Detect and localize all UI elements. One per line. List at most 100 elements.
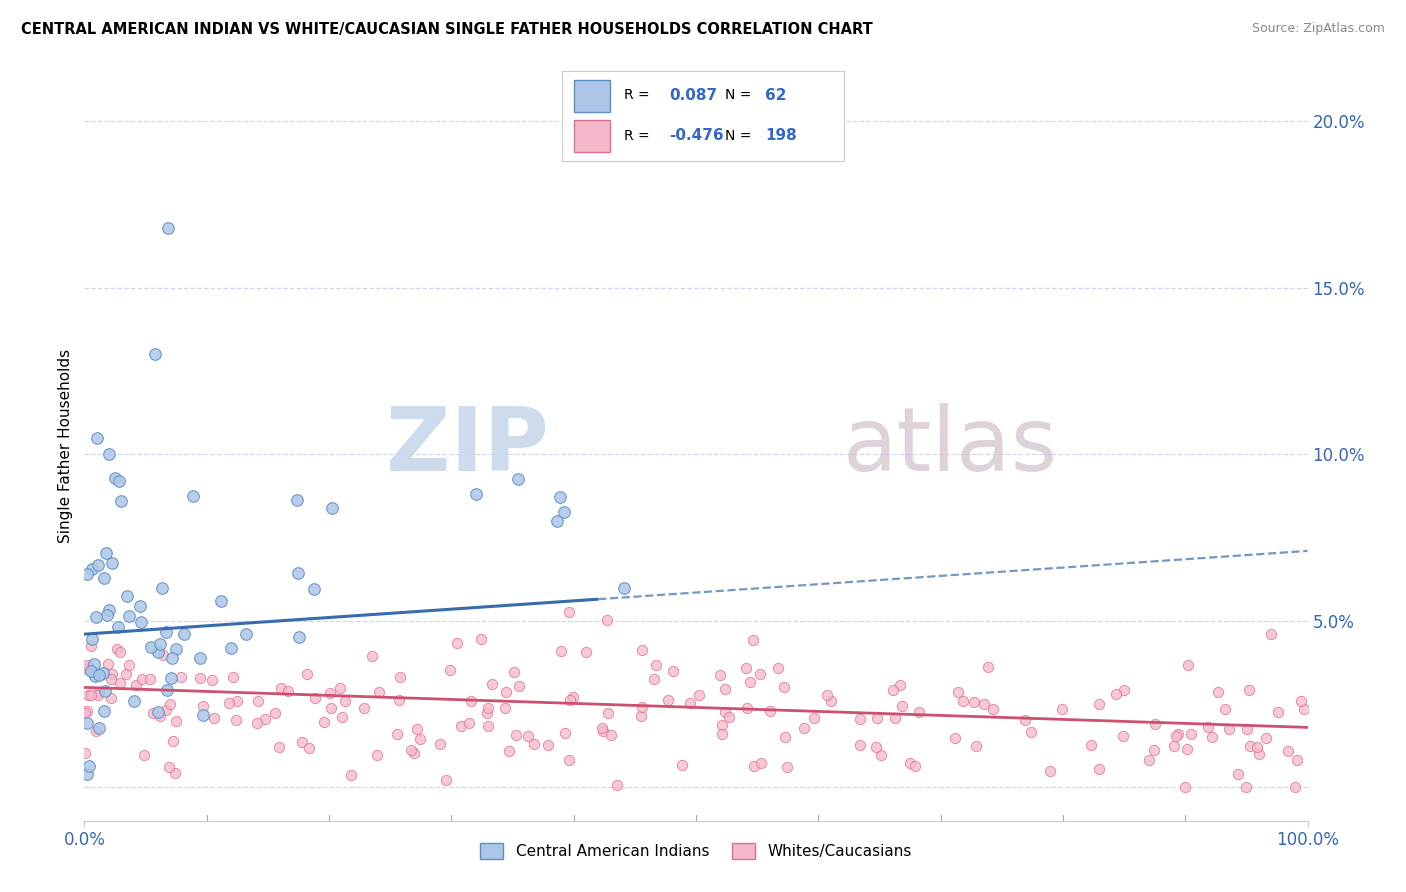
Point [1177, 657, 1199, 672]
Point [1284, 780, 1306, 795]
Point [717, 710, 740, 724]
Point [1167, 727, 1189, 741]
Point [439, 663, 461, 677]
Point [1236, 723, 1258, 737]
Point [450, 719, 472, 733]
Point [159, 697, 181, 711]
Point [191, 698, 214, 713]
Text: N =: N = [725, 128, 752, 143]
Point [87, 685, 110, 699]
Point [1277, 744, 1299, 758]
Point [165, 641, 187, 656]
Point [202, 711, 225, 725]
Point [1175, 741, 1198, 756]
Point [367, 685, 389, 699]
Point [402, 746, 425, 760]
Point [155, 683, 177, 698]
Point [125, 678, 148, 692]
Point [139, 673, 162, 687]
Point [884, 711, 907, 725]
Point [132, 747, 155, 762]
Point [748, 666, 770, 681]
Point [1289, 694, 1312, 708]
Point [314, 715, 336, 730]
Point [793, 721, 815, 735]
FancyBboxPatch shape [574, 120, 610, 152]
Point [662, 664, 685, 678]
Point [235, 627, 257, 641]
Point [477, 701, 499, 715]
Point [735, 661, 758, 675]
Point [105, 641, 128, 656]
Point [104, 470, 127, 484]
Point [97, 657, 120, 671]
Point [188, 671, 211, 685]
Point [523, 737, 546, 751]
Point [631, 643, 654, 657]
Point [575, 645, 598, 659]
Point [170, 670, 193, 684]
Point [97, 603, 120, 617]
Point [319, 686, 342, 700]
Point [948, 684, 970, 698]
Point [553, 505, 575, 519]
Point [981, 702, 1004, 716]
Point [613, 581, 636, 595]
Point [94, 683, 117, 698]
Point [1237, 683, 1260, 698]
Point [1087, 763, 1109, 777]
Point [865, 740, 887, 755]
Point [162, 734, 184, 748]
Point [977, 660, 1000, 674]
Text: 198: 198 [765, 128, 797, 143]
Point [1227, 767, 1250, 781]
Point [738, 674, 761, 689]
Point [201, 673, 224, 687]
Point [156, 220, 179, 235]
Point [298, 741, 321, 756]
Point [146, 645, 169, 659]
Point [849, 712, 872, 726]
Point [908, 705, 931, 719]
Point [592, 724, 614, 739]
Point [1080, 739, 1102, 753]
Point [498, 743, 520, 757]
Point [118, 658, 141, 673]
Point [943, 731, 966, 746]
Point [596, 614, 619, 628]
Point [87, 722, 110, 736]
Point [163, 766, 186, 780]
Point [152, 648, 174, 662]
Point [264, 706, 287, 721]
Point [849, 738, 872, 752]
Text: atlas: atlas [842, 402, 1057, 490]
Point [319, 700, 342, 714]
Point [714, 705, 737, 719]
Point [246, 716, 269, 731]
Point [550, 490, 572, 504]
Point [75, 746, 97, 760]
Point [101, 667, 124, 681]
Point [679, 696, 702, 710]
Point [173, 627, 195, 641]
Point [91, 665, 114, 680]
Text: R =: R = [624, 128, 650, 143]
Point [1201, 730, 1223, 744]
Point [1105, 687, 1128, 701]
Point [226, 693, 249, 707]
Point [86, 688, 108, 702]
Legend: Central American Indians, Whites/Caucasians: Central American Indians, Whites/Caucasi… [474, 838, 918, 865]
Point [304, 582, 326, 596]
Point [93, 571, 115, 585]
Point [129, 615, 152, 629]
Point [494, 701, 516, 715]
Point [973, 697, 995, 711]
Point [361, 648, 384, 663]
Point [1180, 727, 1202, 741]
Point [1197, 720, 1219, 734]
Point [803, 711, 825, 725]
Point [890, 698, 912, 713]
Point [287, 566, 309, 581]
Point [759, 705, 782, 719]
Point [477, 706, 499, 720]
